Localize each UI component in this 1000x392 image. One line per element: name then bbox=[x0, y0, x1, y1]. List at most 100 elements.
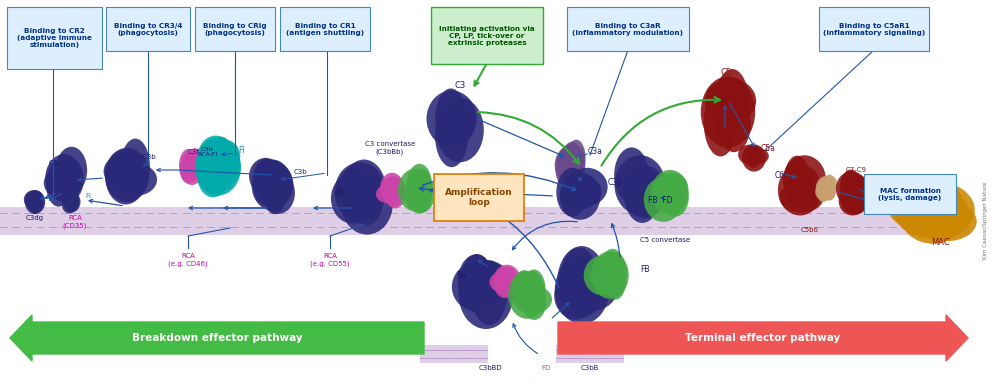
Ellipse shape bbox=[893, 181, 975, 239]
Ellipse shape bbox=[45, 154, 83, 202]
Ellipse shape bbox=[64, 192, 80, 212]
Ellipse shape bbox=[717, 94, 751, 152]
Ellipse shape bbox=[196, 138, 240, 192]
Text: C3a: C3a bbox=[588, 147, 602, 156]
Ellipse shape bbox=[597, 254, 626, 289]
Ellipse shape bbox=[817, 179, 829, 202]
Text: C3dg: C3dg bbox=[26, 215, 44, 221]
Text: Binding to CR2
(adaptive immune
stimulation): Binding to CR2 (adaptive immune stimulat… bbox=[17, 28, 92, 48]
Text: C3 convertase
(C3bBb): C3 convertase (C3bBb) bbox=[365, 141, 415, 155]
Ellipse shape bbox=[376, 185, 399, 203]
Ellipse shape bbox=[459, 261, 513, 329]
Ellipse shape bbox=[661, 178, 689, 217]
Text: Binding to C5aR1
(inflammatory signaling): Binding to C5aR1 (inflammatory signaling… bbox=[823, 22, 925, 36]
FancyBboxPatch shape bbox=[195, 7, 275, 51]
Ellipse shape bbox=[439, 100, 474, 145]
Ellipse shape bbox=[560, 248, 598, 310]
Text: RCA
(e.g. CD46): RCA (e.g. CD46) bbox=[168, 253, 208, 267]
Ellipse shape bbox=[823, 181, 836, 201]
Text: Binding to CR3/4
(phagocytosis): Binding to CR3/4 (phagocytosis) bbox=[114, 22, 182, 36]
Ellipse shape bbox=[398, 169, 432, 211]
Ellipse shape bbox=[836, 171, 867, 206]
Ellipse shape bbox=[605, 252, 627, 299]
Ellipse shape bbox=[508, 271, 546, 319]
Ellipse shape bbox=[654, 183, 681, 213]
Ellipse shape bbox=[556, 153, 574, 186]
Text: RCA
(CD35): RCA (CD35) bbox=[63, 215, 87, 229]
Ellipse shape bbox=[412, 169, 432, 213]
Ellipse shape bbox=[262, 172, 295, 214]
Text: FI: FI bbox=[239, 145, 245, 154]
Ellipse shape bbox=[557, 246, 606, 318]
Ellipse shape bbox=[331, 173, 375, 224]
Ellipse shape bbox=[556, 168, 588, 216]
Ellipse shape bbox=[385, 178, 406, 208]
Text: C3b: C3b bbox=[293, 169, 307, 175]
Ellipse shape bbox=[494, 272, 513, 294]
Bar bbox=[420, 345, 488, 363]
Ellipse shape bbox=[556, 146, 583, 178]
Text: C3b: C3b bbox=[608, 178, 622, 187]
Text: MAC formation
(lysis, damage): MAC formation (lysis, damage) bbox=[878, 187, 942, 200]
Ellipse shape bbox=[435, 89, 466, 149]
Ellipse shape bbox=[210, 140, 240, 172]
Ellipse shape bbox=[614, 155, 666, 215]
Ellipse shape bbox=[522, 285, 546, 320]
Ellipse shape bbox=[24, 190, 44, 209]
Ellipse shape bbox=[452, 263, 499, 311]
Ellipse shape bbox=[67, 190, 77, 207]
Ellipse shape bbox=[341, 172, 393, 234]
Ellipse shape bbox=[31, 195, 44, 211]
Ellipse shape bbox=[746, 145, 761, 168]
Ellipse shape bbox=[436, 98, 484, 162]
Ellipse shape bbox=[64, 191, 79, 211]
Bar bbox=[556, 345, 624, 363]
Text: C6: C6 bbox=[775, 171, 785, 180]
Ellipse shape bbox=[179, 149, 197, 183]
Ellipse shape bbox=[56, 147, 87, 194]
Ellipse shape bbox=[497, 267, 517, 291]
Ellipse shape bbox=[460, 260, 511, 304]
Ellipse shape bbox=[562, 142, 581, 175]
Text: FB: FB bbox=[640, 265, 650, 274]
Ellipse shape bbox=[918, 190, 967, 227]
Text: C3bB: C3bB bbox=[581, 365, 599, 371]
FancyArrow shape bbox=[10, 315, 424, 361]
Ellipse shape bbox=[183, 156, 200, 177]
Ellipse shape bbox=[28, 194, 42, 214]
Ellipse shape bbox=[493, 267, 516, 298]
Text: C3f: C3f bbox=[187, 149, 199, 155]
Ellipse shape bbox=[197, 136, 234, 181]
Ellipse shape bbox=[253, 158, 278, 205]
Ellipse shape bbox=[555, 146, 585, 184]
Ellipse shape bbox=[105, 149, 146, 205]
Ellipse shape bbox=[590, 262, 625, 291]
Ellipse shape bbox=[121, 139, 150, 195]
Text: C3b-
RCA-FI: C3b- RCA-FI bbox=[198, 147, 218, 158]
Text: Amplification
loop: Amplification loop bbox=[445, 188, 513, 207]
Ellipse shape bbox=[701, 76, 755, 148]
Text: Kim Caesar/Springer Nature: Kim Caesar/Springer Nature bbox=[982, 181, 988, 259]
Ellipse shape bbox=[208, 137, 235, 189]
Text: Binding to CR1
(antigen shuttling): Binding to CR1 (antigen shuttling) bbox=[286, 22, 364, 36]
Ellipse shape bbox=[704, 88, 737, 156]
Ellipse shape bbox=[338, 167, 368, 210]
Ellipse shape bbox=[381, 178, 402, 198]
Ellipse shape bbox=[62, 196, 77, 214]
FancyBboxPatch shape bbox=[280, 7, 370, 51]
Ellipse shape bbox=[560, 172, 600, 220]
Text: C3bBD: C3bBD bbox=[478, 365, 502, 371]
Ellipse shape bbox=[623, 166, 666, 218]
Ellipse shape bbox=[25, 190, 45, 214]
Ellipse shape bbox=[104, 154, 149, 189]
FancyBboxPatch shape bbox=[431, 7, 543, 64]
Text: C3: C3 bbox=[454, 80, 466, 89]
Text: C5: C5 bbox=[720, 67, 732, 76]
Ellipse shape bbox=[614, 147, 649, 203]
Ellipse shape bbox=[46, 161, 71, 207]
FancyBboxPatch shape bbox=[819, 7, 929, 51]
Ellipse shape bbox=[186, 153, 202, 174]
Ellipse shape bbox=[624, 165, 660, 223]
Ellipse shape bbox=[561, 175, 601, 209]
Ellipse shape bbox=[197, 150, 229, 197]
